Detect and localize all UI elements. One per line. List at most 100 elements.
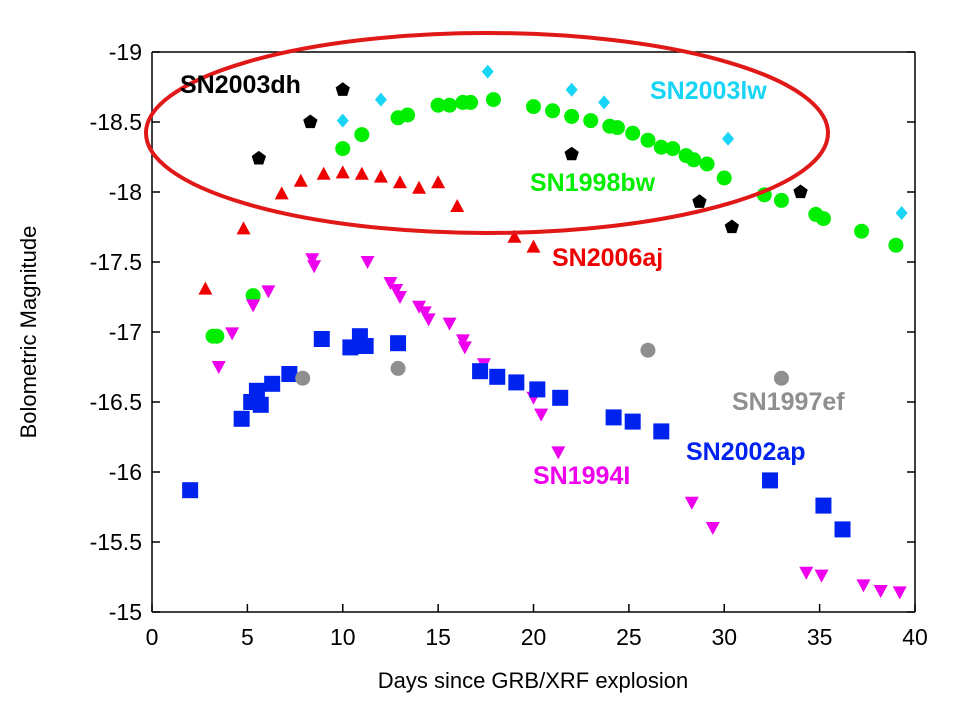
data-point — [534, 408, 549, 422]
data-point — [705, 522, 720, 535]
data-point — [565, 82, 578, 97]
x-tick-label: 25 — [616, 624, 642, 650]
series-label-sn1994i: SN1994I — [533, 462, 630, 490]
data-point — [640, 342, 656, 358]
series-sn2003dh — [251, 82, 808, 234]
data-point — [248, 382, 265, 399]
data-point — [773, 192, 789, 208]
data-point — [799, 566, 814, 580]
x-tick-label: 20 — [521, 624, 547, 650]
data-point — [489, 368, 506, 385]
data-point — [400, 107, 416, 123]
data-point — [307, 260, 322, 274]
axis-ticks: 0 5 10 15 20 25 30 35 40 -15 -15.5 -16 -16.5 -17 -17.5… — [90, 39, 928, 650]
data-point — [274, 186, 289, 200]
data-point — [211, 361, 226, 374]
series-sn1997ef — [295, 342, 789, 386]
x-tick-label: 5 — [241, 624, 254, 650]
data-point — [252, 396, 269, 413]
data-point — [888, 237, 904, 253]
data-point — [245, 288, 261, 304]
data-point — [773, 370, 789, 386]
data-point — [481, 64, 494, 79]
plot-area — [151, 51, 916, 613]
series-sn2003lw — [336, 64, 908, 220]
data-point — [431, 175, 446, 189]
data-point — [716, 170, 732, 186]
series-sn2002ap — [182, 328, 851, 538]
x-tick-label: 40 — [902, 624, 928, 650]
y-axis-label: Bolometric Magnitude — [16, 226, 41, 439]
data-point — [640, 132, 656, 148]
data-point — [390, 335, 407, 352]
x-tick-label: 15 — [425, 624, 451, 650]
series-sn1998bw — [205, 92, 904, 344]
data-point — [854, 223, 870, 239]
data-point — [373, 169, 388, 183]
data-point — [815, 211, 831, 227]
data-point — [834, 521, 851, 538]
y-tick-label: -17 — [109, 319, 142, 345]
data-point — [551, 446, 566, 460]
data-point — [295, 370, 311, 386]
y-tick-label: -15 — [109, 599, 142, 625]
highlight-ellipse — [144, 31, 830, 235]
data-point — [526, 239, 541, 253]
data-point — [873, 585, 888, 598]
data-point — [383, 277, 398, 290]
data-point — [430, 97, 446, 113]
data-point — [856, 579, 871, 593]
data-point — [412, 180, 427, 194]
data-point — [545, 103, 561, 119]
y-tick-label: -15.5 — [90, 529, 142, 555]
data-point — [665, 141, 681, 157]
data-point — [182, 482, 199, 499]
data-point — [508, 374, 525, 391]
data-point — [357, 338, 374, 354]
data-point — [507, 229, 522, 243]
data-point — [605, 409, 622, 426]
y-tick-label: -19 — [109, 39, 142, 65]
x-tick-label: 35 — [807, 624, 833, 650]
y-tick-label: -17.5 — [90, 249, 142, 275]
data-point — [762, 472, 779, 489]
data-point — [392, 291, 407, 304]
data-point — [442, 317, 457, 331]
data-point — [336, 113, 349, 128]
x-tick-label: 0 — [146, 624, 159, 650]
data-point — [699, 156, 715, 172]
data-point — [316, 166, 331, 180]
data-point — [198, 281, 213, 295]
data-point — [392, 175, 407, 189]
data-point — [313, 331, 330, 347]
data-point — [583, 113, 599, 129]
series-label-sn2003dh: SN2003dh — [180, 71, 301, 99]
y-tick-label: -16 — [109, 459, 142, 485]
series-label-sn1998bw: SN1998bw — [530, 169, 656, 197]
data-point — [892, 586, 907, 600]
data-point — [390, 360, 406, 376]
series-sn2006aj — [198, 165, 541, 295]
data-point — [814, 569, 829, 583]
data-point — [526, 99, 541, 115]
data-point — [261, 285, 276, 299]
x-tick-label: 10 — [330, 624, 356, 650]
data-point — [598, 95, 611, 110]
data-point — [457, 341, 472, 355]
series-labels: SN2003dh SN2003lw SN1998bw SN2006aj SN1994I S… — [180, 71, 845, 490]
data-point — [684, 496, 699, 510]
data-point — [529, 381, 546, 398]
data-point — [335, 141, 351, 157]
series-label-sn2002ap: SN2002ap — [686, 438, 806, 466]
data-point — [463, 94, 479, 110]
series-sn1994i — [211, 253, 907, 600]
data-point — [281, 366, 298, 382]
data-point — [472, 363, 489, 380]
data-point — [335, 165, 350, 179]
data-point — [209, 328, 225, 344]
data-point — [233, 410, 250, 427]
data-point — [722, 131, 735, 146]
data-point — [564, 146, 579, 161]
x-tick-label: 30 — [711, 624, 737, 650]
